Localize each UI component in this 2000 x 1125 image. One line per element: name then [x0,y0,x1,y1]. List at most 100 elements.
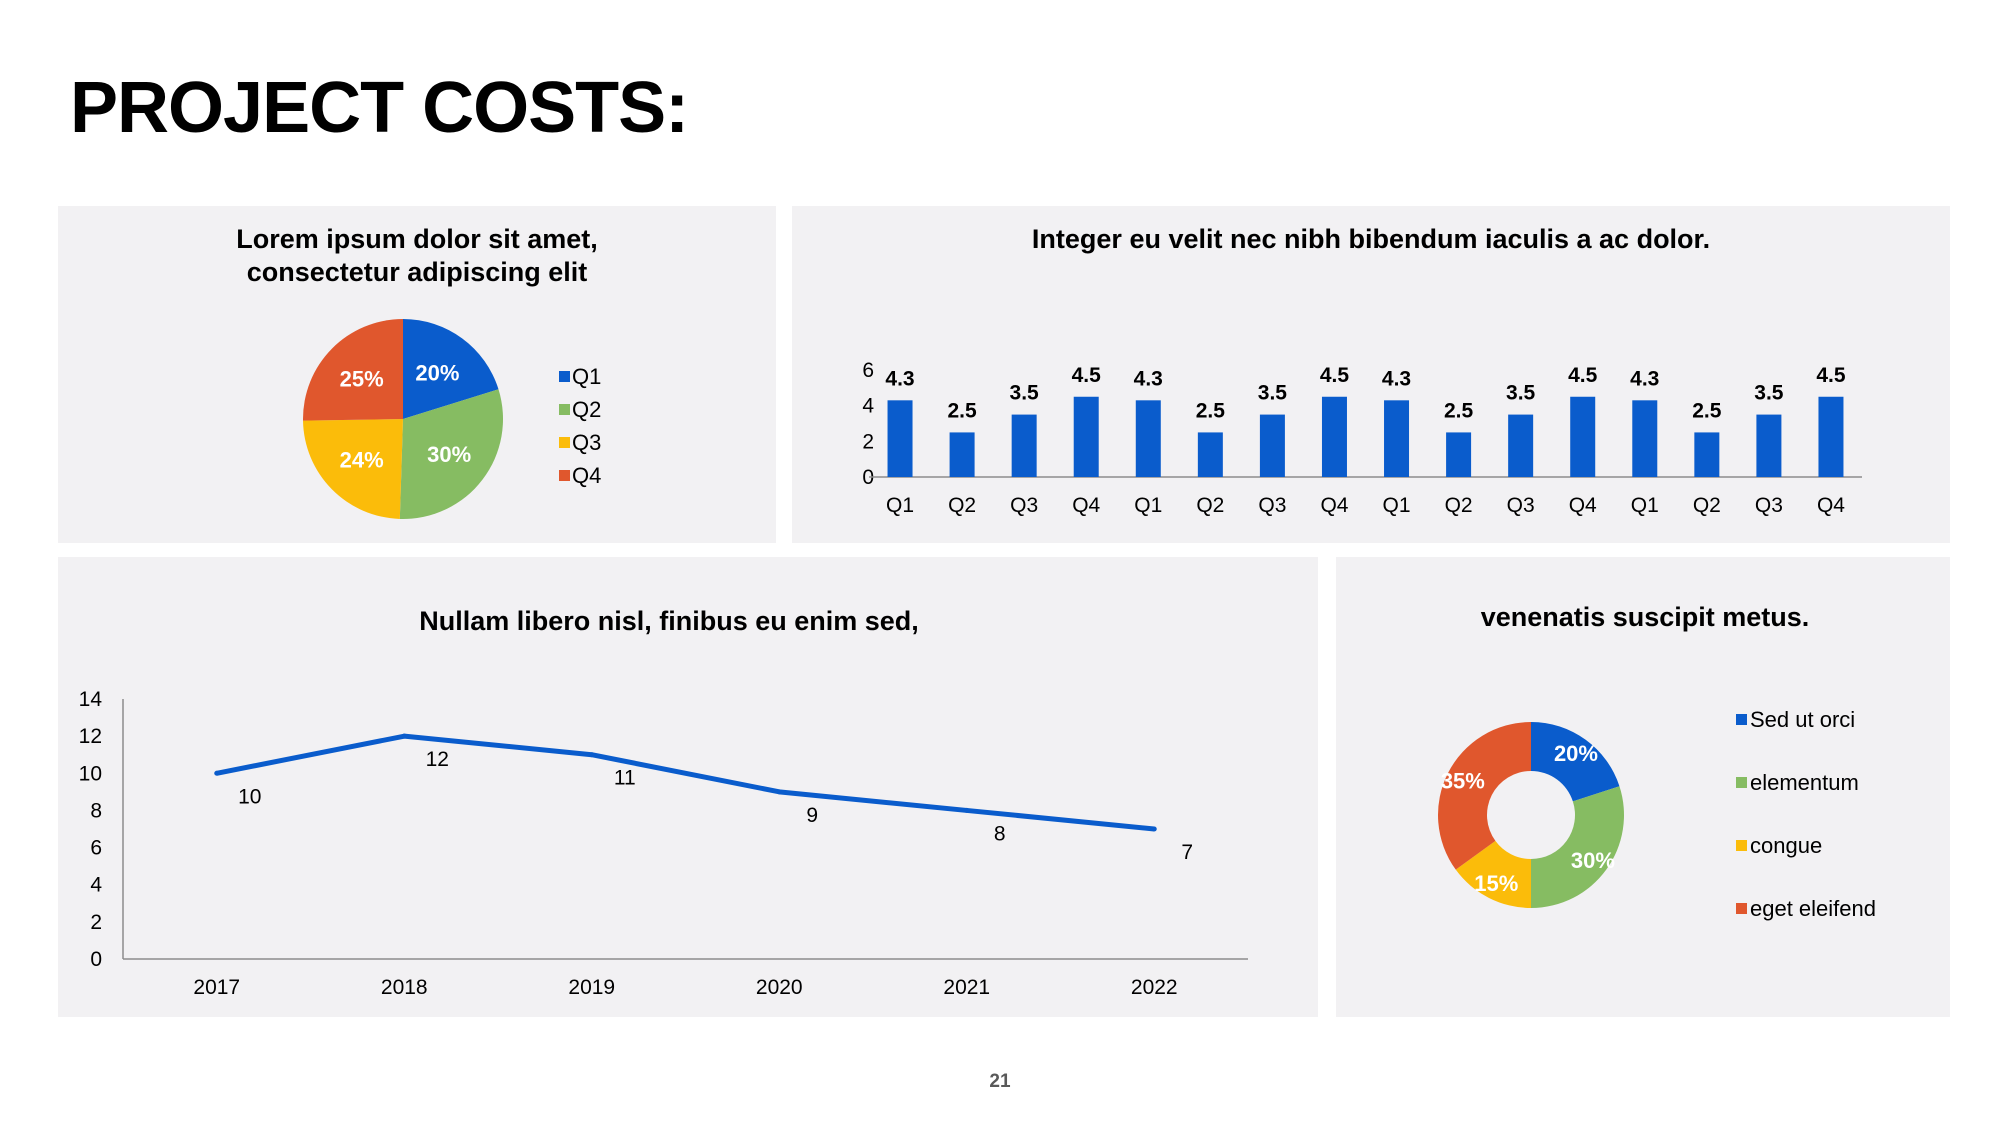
bar-value-label: 2.5 [1444,399,1474,422]
pie-slice [303,419,403,519]
bar-value-label: 4.5 [1816,364,1846,387]
chart-title: consectetur adipiscing elit [247,257,588,287]
data-point [964,807,970,813]
x-tick-label: Q2 [1196,494,1224,517]
bar [1073,396,1099,477]
x-tick-label: Q4 [1072,494,1100,517]
y-tick-label: 6 [862,359,874,382]
y-tick-label: 14 [79,688,103,711]
donut-slice [1438,722,1531,870]
legend-label: Q3 [572,430,601,455]
bar-value-label: 4.5 [1320,364,1350,387]
chart-title: Lorem ipsum dolor sit amet, [236,224,598,254]
pie-chart-panel: Lorem ipsum dolor sit amet, consectetur a… [58,206,776,543]
slice-label: 35% [1441,768,1485,793]
page-number: 21 [989,1071,1011,1092]
x-tick-label: Q1 [1383,494,1411,517]
data-point [589,752,595,758]
bar [1818,396,1844,477]
bar [1756,414,1782,477]
data-label: 7 [1181,841,1193,864]
data-point [401,733,407,739]
y-tick-label: 0 [862,466,874,489]
legend-swatch [559,470,570,481]
x-tick-label: 2018 [381,976,428,999]
donut-chart: venenatis suscipit metus. 20% 30% 15% 35% Sed… [1438,602,1876,921]
bar-value-label: 4.5 [1568,364,1598,387]
chart-title: venenatis suscipit metus. [1481,602,1810,632]
bar [1694,432,1720,477]
bar-chart-panel: Integer eu velit nec nibh bibendum iacul… [792,206,1950,543]
bar-value-label: 3.5 [1010,382,1040,405]
x-tick-label: Q4 [1569,494,1597,517]
line-chart: Nullam libero nisl, finibus eu enim sed,… [79,606,1248,999]
data-label: 9 [806,804,818,827]
legend-label: Q2 [572,397,601,422]
x-tick-label: Q4 [1817,494,1845,517]
x-tick-label: Q1 [1134,494,1162,517]
x-tick-label: Q3 [1507,494,1535,517]
legend-swatch [559,404,570,415]
donut-slice [1531,786,1624,908]
bar-value-label: 4.3 [1630,367,1659,390]
bar [1632,400,1658,477]
x-tick-label: Q3 [1258,494,1286,517]
data-label: 12 [426,748,449,771]
slice-label: 20% [415,360,459,385]
slice-label: 30% [427,442,471,467]
y-tick-label: 8 [90,799,102,822]
y-tick-label: 4 [862,395,874,418]
pie-chart: Lorem ipsum dolor sit amet,consectetur a… [236,224,601,519]
bar-value-label: 4.3 [1134,367,1163,390]
y-tick-label: 2 [862,430,874,453]
bar-value-label: 3.5 [1258,382,1288,405]
bar-value-label: 3.5 [1754,382,1784,405]
donut-slice [1531,722,1620,802]
bar [1446,432,1472,477]
x-tick-label: Q2 [948,494,976,517]
page-title: PROJECT COSTS: [70,68,689,148]
legend-label: eget eleifend [1750,896,1876,921]
x-tick-label: 2020 [756,976,803,999]
bar-value-label: 4.3 [885,367,914,390]
legend-swatch [559,437,570,448]
bar [1259,414,1285,477]
bar [1135,400,1161,477]
slice-label: 15% [1474,871,1518,896]
bar [949,432,975,477]
data-point [776,789,782,795]
y-tick-label: 6 [90,837,102,860]
bar-chart: Integer eu velit nec nibh bibendum iacul… [862,224,1862,517]
bar [1384,400,1410,477]
donut-chart-panel: venenatis suscipit metus. 20% 30% 15% 35% Sed… [1336,557,1950,1017]
bar-value-label: 3.5 [1506,382,1536,405]
bar-value-label: 2.5 [947,399,977,422]
pie-slice [403,319,499,419]
legend-swatch [1736,714,1747,725]
y-tick-label: 10 [79,762,102,785]
x-tick-label: Q4 [1320,494,1348,517]
legend-label: Sed ut orci [1750,707,1855,732]
legend-label: elementum [1750,770,1859,795]
legend-swatch [559,371,570,382]
x-tick-label: Q2 [1693,494,1721,517]
bar-value-label: 2.5 [1692,399,1722,422]
slice-label: 24% [340,448,384,473]
x-tick-label: Q1 [1631,494,1659,517]
bar [887,400,913,477]
x-tick-label: Q3 [1755,494,1783,517]
x-tick-label: Q1 [886,494,914,517]
line-chart-panel: Nullam libero nisl, finibus eu enim sed,… [58,557,1318,1017]
x-tick-label: Q2 [1445,494,1473,517]
chart-title: Integer eu velit nec nibh bibendum iacul… [1032,224,1710,254]
legend-swatch [1736,903,1747,914]
series-line [216,733,1155,832]
x-tick-label: Q3 [1010,494,1038,517]
pie-slice [399,389,503,519]
legend-label: Q1 [572,364,601,389]
bar [1011,414,1037,477]
slice-label: 20% [1554,741,1598,766]
y-tick-label: 4 [90,874,102,897]
legend-swatch [1736,777,1747,788]
x-tick-label: 2021 [943,976,990,999]
